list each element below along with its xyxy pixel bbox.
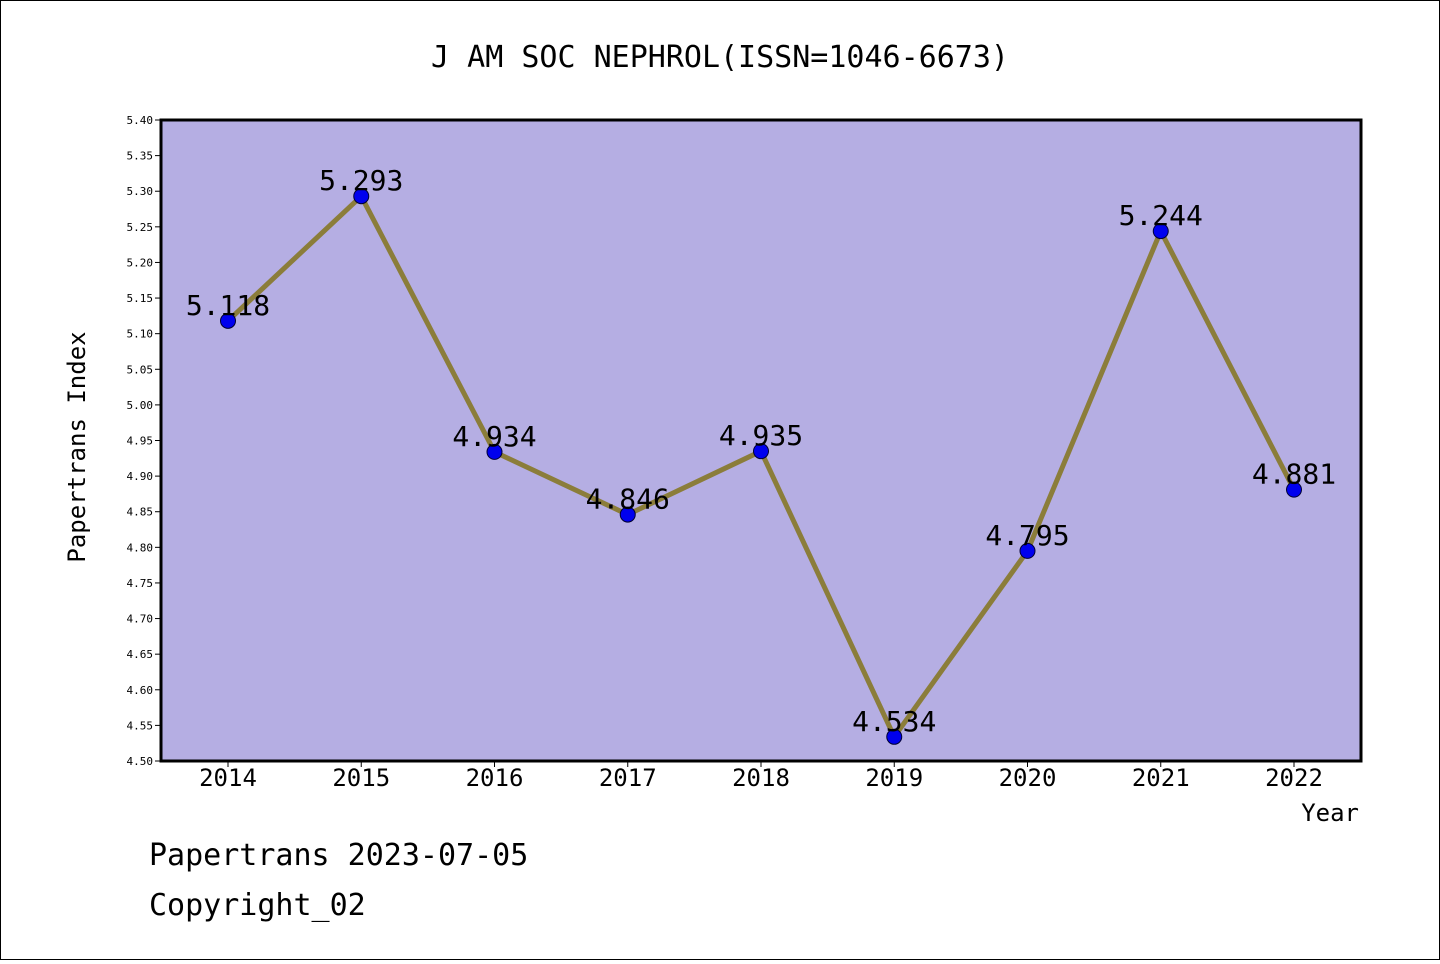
- footer-date: Papertrans 2023-07-05: [149, 838, 528, 873]
- x-tick-label: 2019: [865, 764, 923, 792]
- data-point: [619, 506, 636, 523]
- y-tick-label: 4.75: [127, 577, 154, 590]
- data-label: 4.534: [852, 705, 936, 738]
- series-markers: [220, 188, 1302, 745]
- data-label: 4.935: [719, 419, 803, 452]
- y-tick-label: 5.00: [127, 399, 154, 412]
- y-tick-label: 4.70: [127, 613, 154, 626]
- y-tick-label: 5.30: [127, 185, 154, 198]
- x-tick-label: 2015: [332, 764, 390, 792]
- data-point: [1286, 481, 1302, 498]
- data-labels: 5.118 5.293 4.934 4.846 4.935 4.534 4.795 5.244…: [186, 164, 1336, 738]
- x-tick-label: 2017: [599, 764, 657, 792]
- y-tick-label: 5.35: [127, 150, 154, 163]
- data-label: 4.881: [1252, 458, 1336, 491]
- data-point: [486, 443, 503, 460]
- x-tick-label: 2018: [732, 764, 790, 792]
- y-tick-label: 4.85: [127, 506, 154, 519]
- y-tick-label: 5.05: [127, 363, 154, 376]
- y-tick-label: 4.55: [127, 719, 154, 732]
- y-tick-label: 5.15: [127, 292, 154, 305]
- y-tick-label: 4.95: [127, 435, 154, 448]
- y-tick-label: 5.25: [127, 221, 154, 234]
- data-point: [220, 312, 236, 329]
- y-tick-label: 4.90: [127, 470, 154, 483]
- data-label: 5.244: [1119, 199, 1203, 232]
- data-label: 5.118: [186, 289, 270, 322]
- x-tick-label: 2016: [466, 764, 524, 792]
- y-axis-label: Papertrans Index: [63, 331, 91, 562]
- y-tick-label: 5.40: [127, 114, 154, 127]
- data-point: [1152, 223, 1169, 240]
- x-tick-label: 2020: [999, 764, 1057, 792]
- y-tick-label: 4.60: [127, 684, 154, 697]
- y-tick-label: 5.10: [127, 328, 154, 341]
- data-label: 4.934: [452, 420, 536, 453]
- chart-title: J AM SOC NEPHROL(ISSN=1046-6673): [431, 40, 1009, 75]
- y-tick-label: 5.20: [127, 256, 154, 269]
- x-tick-label: 2021: [1132, 764, 1190, 792]
- y-tick-label: 4.80: [127, 541, 154, 554]
- y-tick-label: 4.65: [127, 648, 154, 661]
- data-label: 4.795: [985, 519, 1069, 552]
- data-point: [353, 188, 370, 205]
- data-label: 4.846: [586, 483, 670, 516]
- x-axis-label: Year: [1301, 799, 1359, 827]
- x-tick-label: 2014: [199, 764, 257, 792]
- x-axis: 2014 2015 2016 2017 2018 2019 2020 2021 2022: [199, 761, 1323, 792]
- data-label: 5.293: [319, 164, 403, 197]
- x-tick-label: 2022: [1265, 764, 1323, 792]
- y-axis: 4.50 4.55 4.60 4.65 4.70 4.75 4.80 4.85 4.90 4.95…: [127, 114, 161, 768]
- data-point: [886, 728, 903, 745]
- data-point: [753, 443, 769, 460]
- y-tick-label: 4.50: [127, 755, 154, 768]
- data-point: [1019, 542, 1036, 559]
- footer-copyright: Copyright_02: [149, 888, 366, 923]
